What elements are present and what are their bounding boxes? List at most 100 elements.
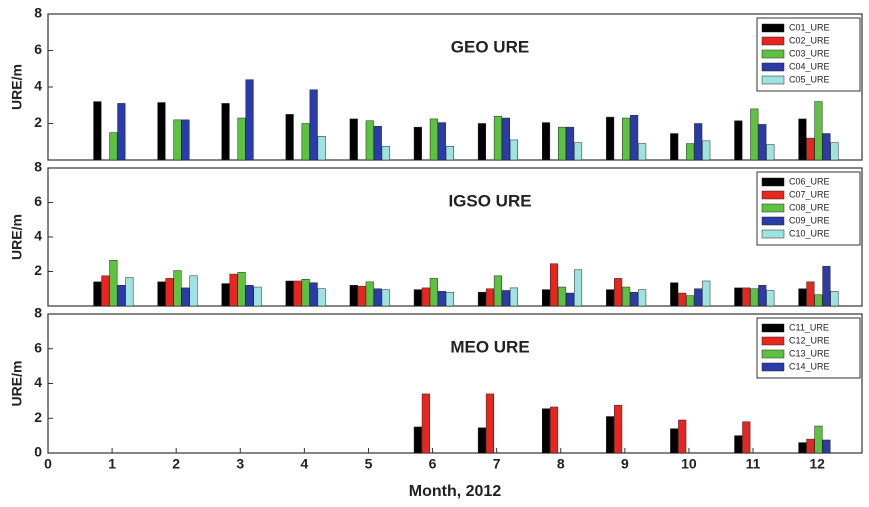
bar — [694, 123, 703, 161]
bar — [485, 393, 494, 454]
bar — [549, 263, 559, 307]
bar — [181, 119, 190, 161]
bar — [445, 146, 454, 161]
bar — [678, 419, 687, 454]
bar — [485, 288, 494, 307]
legend-swatch — [761, 75, 785, 85]
bar — [317, 136, 326, 161]
bar — [549, 406, 559, 454]
bar — [606, 116, 615, 161]
bar — [349, 118, 358, 161]
bar — [101, 275, 110, 307]
bar — [429, 118, 438, 161]
y-axis-label: URE/m — [9, 361, 25, 407]
bar — [686, 143, 695, 161]
legend-swatch — [761, 336, 785, 346]
bar — [830, 291, 839, 307]
bar — [766, 290, 775, 307]
bar — [125, 277, 134, 307]
bar — [181, 287, 190, 307]
bar — [421, 393, 430, 454]
panel-title: GEO URE — [451, 37, 529, 56]
bar — [758, 285, 767, 307]
bar — [606, 289, 615, 307]
legend-swatch — [761, 177, 785, 187]
x-axis-label: Month, 2012 — [409, 483, 502, 500]
bar — [477, 427, 486, 454]
y-tick-label: 6 — [34, 193, 42, 209]
bar — [501, 117, 510, 161]
bar — [557, 286, 567, 307]
bar — [750, 288, 759, 307]
bar — [798, 118, 807, 161]
bar — [373, 288, 382, 307]
bar — [365, 120, 374, 161]
y-tick-label: 0 — [34, 444, 42, 460]
bar — [702, 280, 711, 307]
bar — [165, 278, 174, 307]
bar — [229, 273, 238, 307]
bar — [293, 280, 302, 307]
x-tick-label: 8 — [557, 456, 565, 472]
legend-swatch — [761, 349, 785, 359]
legend-swatch — [761, 229, 785, 239]
bar — [349, 285, 358, 307]
bar — [750, 108, 759, 161]
bar — [766, 144, 775, 161]
legend-label: C01_URE — [789, 22, 830, 32]
bar — [413, 126, 422, 161]
bar — [357, 285, 366, 307]
legend-label: C09_URE — [789, 215, 830, 225]
legend-label: C05_URE — [789, 74, 830, 84]
bar — [245, 285, 254, 307]
legend-swatch — [761, 190, 785, 200]
bar — [806, 137, 815, 161]
plot-frame — [47, 313, 863, 454]
x-tick-label: 5 — [365, 456, 373, 472]
x-tick-label: 11 — [746, 456, 761, 472]
bar — [798, 442, 807, 454]
legend-label: C10_URE — [789, 228, 830, 238]
bar — [670, 428, 679, 454]
bar — [630, 291, 639, 307]
y-axis-label: URE/m — [9, 64, 25, 110]
bar — [173, 270, 182, 307]
bar — [93, 101, 102, 161]
bar — [437, 122, 446, 161]
bar — [413, 289, 422, 307]
bar — [173, 119, 182, 161]
bar — [501, 290, 510, 307]
bar — [678, 292, 687, 307]
bar — [573, 142, 583, 161]
legend-swatch — [761, 49, 785, 59]
bar — [93, 281, 102, 307]
y-tick-label: 8 — [34, 5, 42, 21]
bar — [109, 260, 118, 307]
bar — [606, 416, 615, 454]
y-tick-label: 2 — [34, 114, 42, 130]
bar — [109, 132, 118, 161]
bar — [734, 287, 743, 307]
x-tick-label: 10 — [681, 456, 697, 472]
bar — [437, 291, 446, 307]
bar — [814, 425, 823, 454]
bar — [117, 103, 126, 161]
bar — [622, 286, 631, 307]
x-tick-label: 0 — [44, 456, 52, 472]
bar — [445, 291, 454, 307]
bar — [301, 123, 310, 161]
x-tick-label: 4 — [300, 456, 308, 472]
bar — [806, 281, 815, 307]
bar — [413, 426, 422, 454]
bar — [541, 408, 551, 454]
bar — [734, 120, 743, 161]
y-tick-label: 4 — [34, 374, 42, 390]
y-tick-label: 4 — [34, 78, 42, 94]
bar — [221, 103, 230, 161]
bar — [493, 275, 502, 307]
bar — [557, 126, 567, 161]
bar — [622, 117, 631, 161]
y-tick-label: 8 — [34, 159, 42, 175]
bar — [237, 272, 246, 307]
bar — [309, 282, 318, 307]
